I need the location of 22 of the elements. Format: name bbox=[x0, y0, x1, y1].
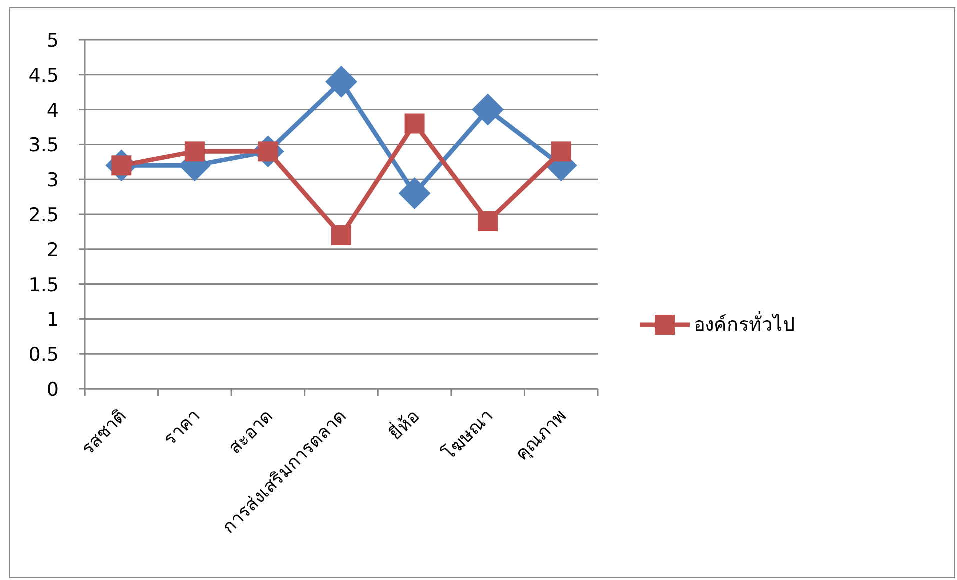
y-tick-label: 5 bbox=[46, 30, 59, 52]
point bbox=[478, 211, 498, 232]
x-tick-label: ยี่ห้อ bbox=[383, 404, 424, 445]
point bbox=[326, 66, 358, 98]
y-tick-label: 2.5 bbox=[28, 204, 59, 226]
point bbox=[404, 114, 425, 134]
y-tick-label: 1.5 bbox=[28, 274, 59, 296]
legend-label: องค์กรทั่วไป bbox=[694, 311, 795, 336]
point bbox=[472, 94, 504, 126]
point bbox=[332, 225, 352, 246]
point bbox=[551, 142, 572, 162]
y-tick-label: 2 bbox=[46, 239, 59, 262]
y-tick-label: 4 bbox=[46, 100, 59, 122]
point bbox=[184, 142, 205, 162]
y-tick-label: 4.5 bbox=[28, 64, 59, 87]
y-tick-label: 3 bbox=[46, 170, 59, 192]
y-tick-label: 0 bbox=[46, 379, 59, 401]
y-tick-label: 0.5 bbox=[28, 344, 59, 366]
y-tick-label: 3.5 bbox=[28, 134, 59, 157]
legend: องค์กรทั่วไป bbox=[640, 314, 795, 336]
y-tick-label: 1 bbox=[46, 309, 59, 332]
point bbox=[398, 178, 431, 210]
